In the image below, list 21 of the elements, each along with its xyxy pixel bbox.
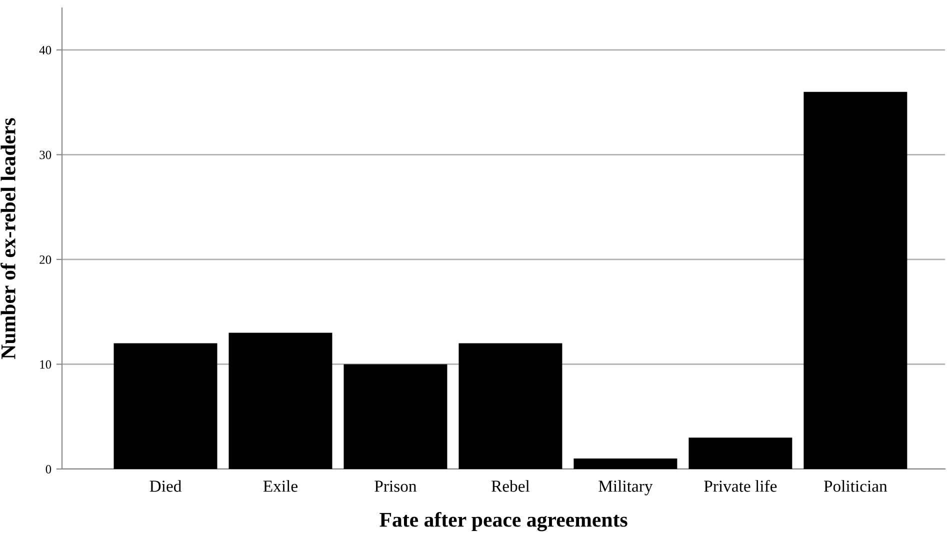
x-tick-label: Exile <box>263 480 298 492</box>
y-axis-title: Number of ex-rebel leaders <box>0 118 16 359</box>
x-tick-label: Politician <box>824 480 888 492</box>
bar <box>804 92 908 469</box>
x-tick-label: Died <box>150 480 182 492</box>
y-tick-label: 10 <box>40 360 52 369</box>
bar <box>228 332 332 469</box>
bar <box>458 343 562 469</box>
x-axis-title: Fate after peace agreements <box>380 512 628 532</box>
y-tick-label: 40 <box>39 46 52 54</box>
y-tick-label: 30 <box>40 150 52 160</box>
bar <box>574 458 678 469</box>
y-tick-label: 20 <box>40 255 52 264</box>
bar <box>114 343 218 469</box>
x-tick-label: Prison <box>374 480 417 492</box>
bar <box>344 364 448 469</box>
y-tick-label: 0 <box>46 465 52 474</box>
x-tick-label: Military <box>598 480 653 496</box>
bar <box>688 438 792 469</box>
x-tick-label: Private life <box>704 480 777 492</box>
x-tick-label: Rebel <box>491 480 530 492</box>
